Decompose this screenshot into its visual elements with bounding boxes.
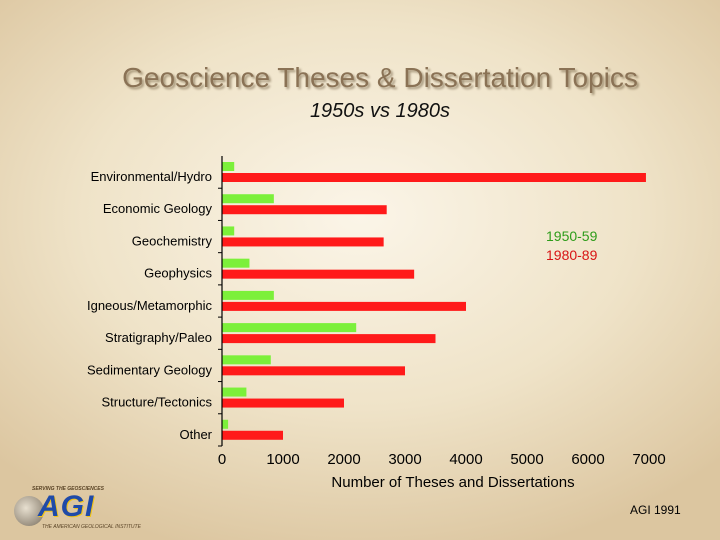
category-label: Other	[179, 427, 212, 442]
bar-1980	[222, 269, 415, 279]
x-tick-label: 1000	[266, 451, 299, 468]
bar-1950	[222, 162, 235, 171]
bar-1980	[222, 366, 405, 376]
bar-1950	[222, 323, 357, 333]
bar-1950	[222, 387, 247, 397]
chart-subtitle: 1950s vs 1980s	[309, 100, 451, 122]
logo-tagline: SERVING THE GEOSCIENCES	[32, 486, 104, 492]
x-tick-label: 4000	[449, 451, 482, 468]
category-label: Sedimentary Geology	[87, 362, 213, 377]
bar-1950	[222, 258, 250, 268]
x-tick-label: 2000	[327, 451, 360, 468]
x-tick-label: 5000	[510, 451, 543, 468]
bar-1950	[222, 419, 229, 429]
category-label: Igneous/Metamorphic	[87, 298, 213, 313]
bar-1950	[222, 355, 271, 365]
agi-logo: SERVING THE GEOSCIENCES AGI THE AMERICAN…	[12, 486, 172, 532]
bar-1950	[222, 226, 235, 236]
bar-1980	[222, 398, 344, 408]
legend: 1950-59 1980-89	[546, 227, 597, 265]
category-label: Economic Geology	[103, 201, 213, 216]
category-label: Environmental/Hydro	[91, 169, 212, 184]
bar-1950	[222, 290, 274, 300]
category-label: Geochemistry	[132, 233, 213, 248]
globe-icon	[14, 496, 44, 526]
bar-1980	[222, 173, 646, 182]
category-label: Structure/Tectonics	[101, 395, 212, 410]
logo-org-name: THE AMERICAN GEOLOGICAL INSTITUTE	[42, 524, 141, 530]
category-label: Geophysics	[144, 266, 212, 281]
logo-wordmark: AGI	[38, 490, 95, 523]
category-label: Stratigraphy/Paleo	[105, 330, 212, 345]
bar-1980	[222, 334, 436, 344]
x-tick-label: 3000	[388, 451, 421, 468]
bar-1980	[222, 205, 387, 215]
legend-item-1980: 1980-89	[546, 247, 598, 263]
bar-1980	[222, 301, 466, 311]
x-tick-label: 0	[218, 451, 226, 468]
legend-item-1950: 1950-59	[546, 228, 598, 244]
bar-1980	[222, 237, 384, 247]
x-tick-label: 7000	[632, 451, 665, 468]
source-credit: AGI 1991	[630, 503, 681, 517]
x-tick-label: 6000	[571, 451, 604, 468]
chart-title: Geoscience Theses & Dissertation Topics	[122, 62, 638, 93]
bar-1950	[222, 194, 274, 204]
bar-1980	[222, 430, 283, 440]
x-axis-label: Number of Theses and Dissertations	[331, 474, 574, 491]
